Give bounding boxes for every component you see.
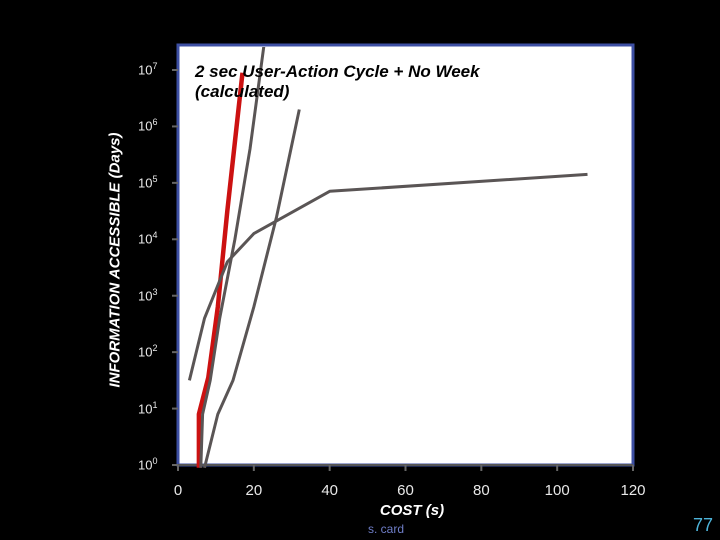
y-tick-exponent: 3 bbox=[152, 286, 158, 297]
y-tick-base: 10 bbox=[138, 118, 153, 134]
x-tick-label: 120 bbox=[620, 482, 646, 499]
y-tick-exponent: 6 bbox=[152, 117, 158, 128]
y-tick-base: 10 bbox=[138, 344, 153, 360]
series-line-highlighted bbox=[196, 72, 245, 468]
x-axis bbox=[172, 464, 634, 471]
x-tick-label: 20 bbox=[245, 482, 263, 499]
y-tick-label: 105 bbox=[138, 174, 157, 190]
y-tick-exponent: 7 bbox=[152, 61, 158, 71]
x-tick-label: 60 bbox=[397, 482, 414, 499]
y-tick-exponent: 4 bbox=[152, 230, 158, 241]
y-tick-base: 10 bbox=[138, 231, 153, 247]
chart-annotation: 2 sec User-Action Cycle + No Week (calcu… bbox=[195, 62, 480, 102]
y-tick-label: 101 bbox=[138, 400, 157, 416]
y-axis-label: INFORMATION ACCESSIBLE (Days) bbox=[106, 132, 124, 388]
y-tick-base: 10 bbox=[138, 400, 153, 416]
y-axis bbox=[172, 69, 178, 466]
y-tick-label: 107 bbox=[138, 61, 157, 77]
y-tick-base: 10 bbox=[138, 175, 153, 191]
y-tick-exponent: 2 bbox=[152, 343, 158, 354]
annotation-line-2: (calculated) bbox=[195, 82, 290, 101]
x-tick-label: 80 bbox=[472, 482, 490, 499]
series-line bbox=[187, 172, 588, 381]
y-tick-exponent: 1 bbox=[152, 399, 158, 410]
page-number: 77 bbox=[693, 515, 714, 535]
y-tick-base: 10 bbox=[138, 62, 153, 78]
plot-area bbox=[176, 43, 635, 467]
y-tick-label: 103 bbox=[138, 287, 157, 303]
x-axis-label: COST (s) bbox=[379, 502, 445, 519]
y-tick-label: 104 bbox=[138, 230, 157, 246]
x-tick-label: 40 bbox=[321, 482, 338, 499]
series-line bbox=[203, 109, 301, 469]
y-tick-label: 106 bbox=[138, 117, 157, 133]
series-line bbox=[199, 47, 266, 468]
y-tick-label: 100 bbox=[138, 456, 157, 472]
y-tick-base: 10 bbox=[138, 288, 153, 304]
annotation-line-1: 2 sec User-Action Cycle + No Week bbox=[195, 62, 480, 81]
y-tick-label: 102 bbox=[138, 343, 157, 359]
x-tick-label: 0 bbox=[173, 482, 183, 499]
y-tick-base: 10 bbox=[138, 457, 153, 473]
author-credit: s. card bbox=[368, 522, 405, 536]
series-group bbox=[187, 47, 588, 469]
x-tick-label: 100 bbox=[544, 482, 570, 499]
y-tick-exponent: 0 bbox=[152, 456, 158, 466]
y-tick-exponent: 5 bbox=[152, 173, 158, 184]
